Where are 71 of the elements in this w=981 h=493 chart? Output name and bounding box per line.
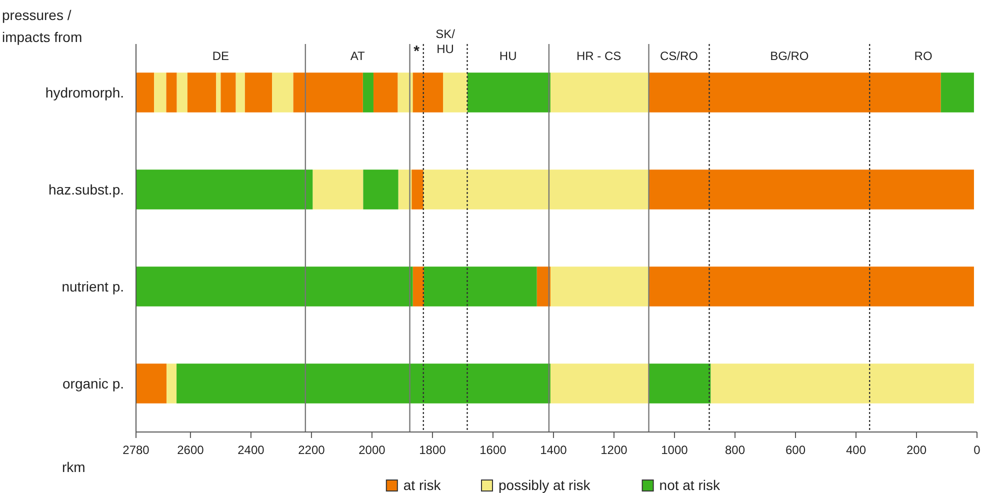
bar	[443, 72, 468, 112]
bar	[166, 72, 177, 112]
bar	[423, 170, 649, 210]
annotation: SK/HU	[436, 27, 456, 56]
y-tick-label: haz.subst.p.	[48, 182, 124, 198]
bar	[236, 72, 245, 112]
annotation: RO	[914, 49, 932, 63]
bar	[187, 72, 216, 112]
x-tick-label: 2400	[238, 443, 265, 457]
annotation: *	[414, 43, 420, 60]
bar	[362, 72, 374, 112]
bar	[648, 72, 941, 112]
annotation: DE	[212, 49, 230, 63]
bar	[166, 364, 177, 404]
bar	[550, 72, 649, 112]
bar	[550, 266, 649, 306]
bar	[398, 72, 413, 112]
bar	[136, 72, 154, 112]
annotation: CS/RO	[660, 49, 698, 63]
bar	[467, 72, 550, 112]
annotation: HR - CS	[576, 49, 622, 63]
x-tick-label: 200	[906, 443, 927, 457]
x-tick-label: 600	[785, 443, 806, 457]
x-tick-label: 2780	[122, 443, 150, 457]
bar	[216, 72, 221, 112]
y-tick-label: organic p.	[62, 376, 124, 392]
y-tick-label: hydromorph.	[45, 84, 124, 100]
x-tick-label: 1400	[540, 443, 568, 457]
bar	[648, 266, 974, 306]
bar	[363, 170, 398, 210]
x-tick-label: 2000	[358, 443, 386, 457]
legend-label: at risk	[403, 477, 442, 493]
y-tick-label: nutrient p.	[62, 278, 124, 294]
bar	[648, 170, 974, 210]
bar	[412, 266, 424, 306]
x-tick-label: 1200	[600, 443, 628, 457]
x-tick-label: 2200	[298, 443, 326, 457]
bar	[220, 72, 236, 112]
legend-label: possibly at risk	[498, 477, 592, 493]
x-tick-label: 0	[974, 443, 981, 457]
bar	[176, 72, 188, 112]
bar	[550, 364, 649, 404]
bar	[136, 266, 413, 306]
bar	[710, 364, 974, 404]
x-axis-title: rkm	[62, 459, 86, 475]
bar	[648, 364, 711, 404]
bar	[536, 266, 550, 306]
y-axis-title: pressures / impacts from	[2, 7, 82, 45]
bar	[136, 170, 313, 210]
bar	[940, 72, 974, 112]
x-tick-label: 1000	[661, 443, 688, 457]
x-tick-label: 1600	[480, 443, 507, 457]
bar	[272, 72, 294, 112]
bar	[424, 266, 537, 306]
x-tick-label: 2600	[177, 443, 204, 457]
bar	[373, 72, 398, 112]
x-tick-label: 1800	[419, 443, 446, 457]
legend-label: not at risk	[659, 477, 721, 493]
bar	[412, 170, 424, 210]
bar	[154, 72, 166, 112]
bar	[293, 72, 363, 112]
bar	[136, 364, 167, 404]
bar	[412, 72, 444, 112]
annotation: BG/RO	[770, 49, 809, 63]
annotation: AT	[350, 49, 366, 63]
x-tick-label: 400	[846, 443, 866, 457]
annotation: HU	[499, 49, 517, 63]
bar	[176, 364, 550, 404]
x-tick-label: 800	[724, 443, 746, 457]
bar	[244, 72, 272, 112]
bar	[312, 170, 364, 210]
